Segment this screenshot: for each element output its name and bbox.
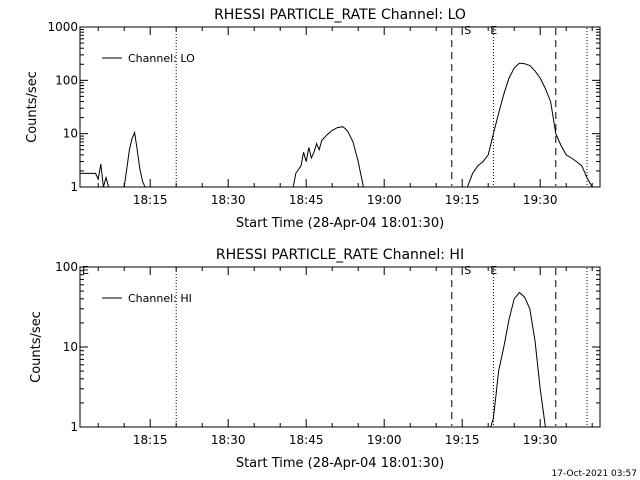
chart0-ytick-label: 1 (70, 180, 78, 194)
chart1-ytick-label: 10 (63, 340, 78, 354)
chart1-xtick-label: 19:00 (367, 433, 402, 447)
chart0-ytick-label: 100 (55, 73, 78, 87)
chart0-annotation: E (490, 24, 497, 37)
chart0-series-line (292, 126, 364, 188)
chart0-series-line (466, 62, 593, 188)
chart1-xtick-label: 18:15 (133, 433, 168, 447)
panel-hi: RHESSI PARTICLE_RATE Channel: HI 18:15 18:… (29, 247, 601, 471)
chart1-xtick-label: 18:30 (211, 433, 246, 447)
chart1-annotation: E (82, 264, 89, 277)
chart1-ylabel: Counts/sec (29, 311, 44, 383)
chart0-ylabel: Counts/sec (25, 71, 40, 143)
chart0-annotation: S (464, 24, 471, 37)
chart0-series-line (123, 130, 146, 188)
chart0-legend: Channel: LO (102, 52, 195, 65)
chart0-xtick-label: 19:30 (523, 193, 558, 207)
chart0-frame (79, 26, 601, 188)
chart0-title: RHESSI PARTICLE_RATE Channel: LO (214, 7, 466, 23)
chart0-xtick-label: 18:45 (289, 193, 324, 207)
chart1-xtick-label: 19:15 (445, 433, 480, 447)
timestamp: 17-Oct-2021 03:57 (552, 469, 637, 479)
chart0-ytick-label: 10 (63, 127, 78, 141)
chart0-xtick-label: 19:15 (445, 193, 480, 207)
chart1-legend-label: Channel: HI (128, 292, 192, 305)
chart1-annotation: S (464, 264, 471, 277)
chart1-legend: Channel: HI (102, 292, 192, 305)
chart0-series-line (80, 163, 110, 188)
chart1-xlabel: Start Time (28-Apr-04 18:01:30) (236, 456, 444, 471)
chart0-xtick-label: 18:15 (133, 193, 168, 207)
chart1-ytick-label: 1 (70, 420, 78, 434)
panel-lo: RHESSI PARTICLE_RATE Channel: LO 18:15 18:… (25, 7, 601, 231)
chart1-ytick-label: 100 (55, 260, 78, 274)
chart0-legend-label: Channel: LO (128, 52, 195, 65)
chart1-frame (79, 266, 601, 428)
chart0-xlabel: Start Time (28-Apr-04 18:01:30) (236, 216, 444, 231)
chart1-series-line (490, 291, 546, 428)
chart0-ytick-label: 1000 (47, 20, 78, 34)
chart0-xtick-label: 18:30 (211, 193, 246, 207)
chart1-annotation: E (490, 264, 497, 277)
chart1-xtick-label: 19:30 (523, 433, 558, 447)
chart1-xtick-label: 18:45 (289, 433, 324, 447)
chart0-xtick-label: 19:00 (367, 193, 402, 207)
chart1-title: RHESSI PARTICLE_RATE Channel: HI (216, 247, 464, 263)
